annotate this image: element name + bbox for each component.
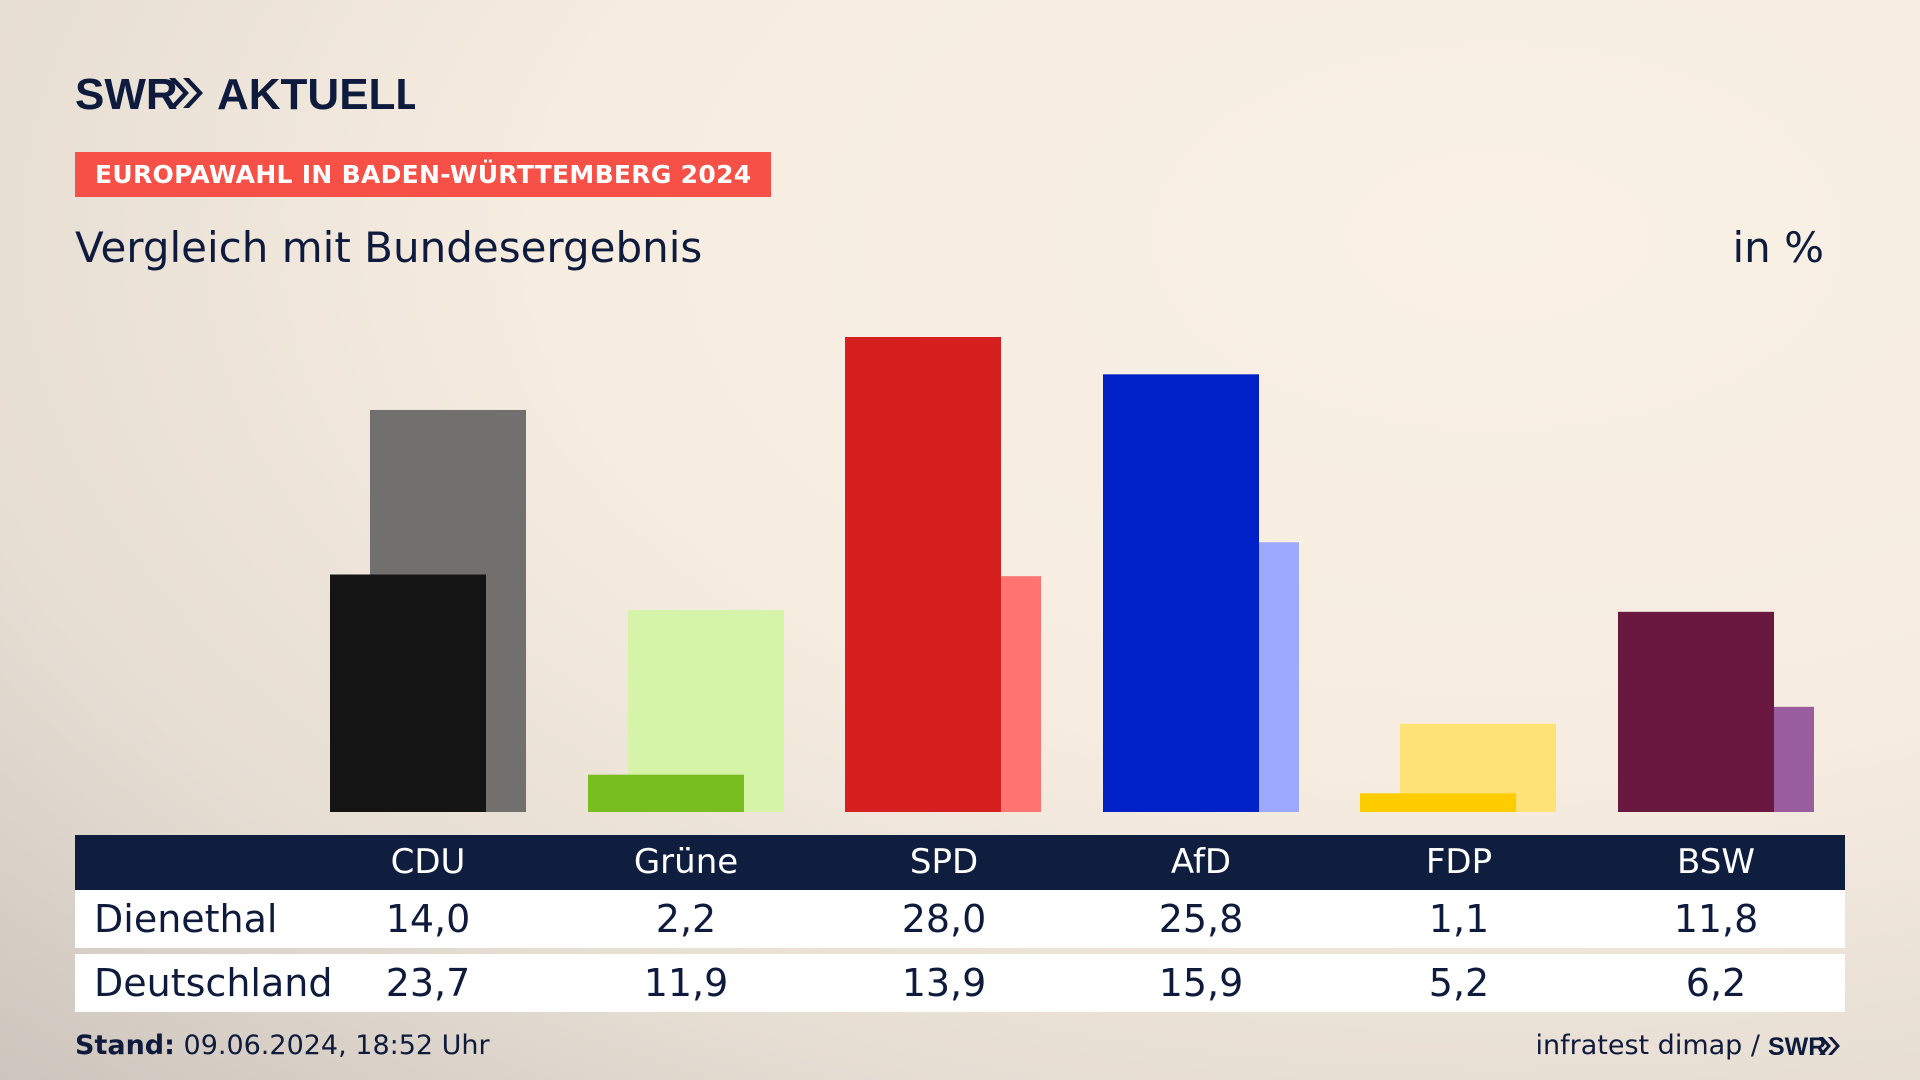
bar-dienethal-fdp: [1360, 793, 1516, 812]
header-gruene: Grüne: [633, 842, 739, 882]
svg-text:SWR: SWR: [75, 70, 178, 116]
value-cell: 23,7: [385, 961, 471, 1005]
value-cell: 13,9: [901, 961, 987, 1005]
bar-dienethal-cdu: [330, 574, 486, 812]
stand-label: Stand:: [75, 1030, 175, 1061]
row-label-deutschland: Deutschland: [94, 961, 333, 1005]
value-cell: 6,2: [1685, 961, 1747, 1005]
svg-text:AKTUELL: AKTUELL: [217, 70, 415, 116]
source-credit: infratest dimap / SWR: [1535, 1028, 1844, 1064]
value-cell: 11,8: [1673, 897, 1759, 941]
value-cell: 1,1: [1428, 897, 1490, 941]
header-spd: SPD: [909, 842, 979, 882]
bar-dienethal-spd: [845, 337, 1001, 812]
swr-mini-logo: SWR: [1768, 1033, 1844, 1059]
bar-dienethal-bsw: [1618, 611, 1774, 812]
row-label-dienethal: Dienethal: [94, 897, 278, 941]
value-cell: 11,9: [643, 961, 729, 1005]
value-cell: 28,0: [901, 897, 987, 941]
results-table: CDU Grüne SPD AfD FDP BSW Dienethal 14,0…: [75, 835, 1845, 1012]
table-row: Dienethal 14,0 2,2 28,0 25,8 1,1 11,8: [75, 890, 1845, 948]
svg-text:SWR: SWR: [1768, 1033, 1826, 1059]
table-header: CDU Grüne SPD AfD FDP BSW: [75, 835, 1845, 890]
unit-label: in %: [1732, 223, 1824, 272]
value-cell: 2,2: [655, 897, 717, 941]
stand-value: 09.06.2024, 18:52 Uhr: [183, 1030, 490, 1061]
timestamp: Stand: 09.06.2024, 18:52 Uhr: [75, 1028, 490, 1064]
bar-chart: [330, 337, 1814, 812]
value-cell: 14,0: [385, 897, 471, 941]
bar-dienethal-gr-ne: [588, 774, 744, 812]
header-cdu: CDU: [390, 842, 466, 882]
source-text: infratest dimap /: [1535, 1030, 1760, 1061]
chart-title: Vergleich mit Bundesergebnis: [75, 223, 703, 272]
header-afd: AfD: [1170, 842, 1232, 882]
table-row: Deutschland 23,7 11,9 13,9 15,9 5,2 6,2: [75, 954, 1845, 1012]
swr-aktuell-logo: SWR AKTUELL: [75, 70, 415, 116]
value-cell: 5,2: [1428, 961, 1490, 1005]
value-cell: 15,9: [1158, 961, 1244, 1005]
value-cell: 25,8: [1158, 897, 1244, 941]
election-kicker: EUROPAWAHL IN BADEN-WÜRTTEMBERG 2024: [75, 152, 772, 197]
header-bsw: BSW: [1677, 842, 1755, 882]
header-fdp: FDP: [1425, 842, 1493, 882]
bar-dienethal-afd: [1103, 374, 1259, 812]
